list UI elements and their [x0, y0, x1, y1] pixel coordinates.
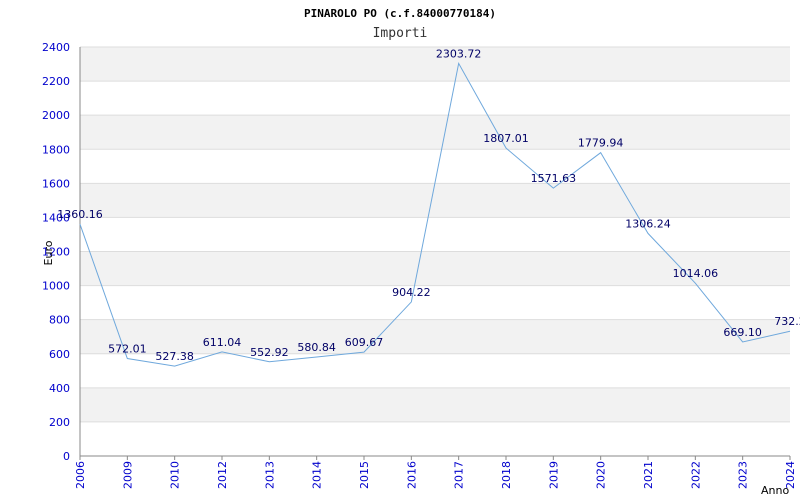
grid-band	[80, 47, 790, 82]
data-label: 1571.63	[531, 172, 577, 185]
data-label: 904.22	[392, 286, 431, 299]
grid-lines	[80, 46, 790, 457]
data-labels: 1360.16 572.01 527.38 611.04 552.92 580.84 609…	[57, 47, 800, 363]
y-tick-label: 2400	[42, 41, 70, 54]
data-label: 1014.06	[673, 267, 719, 280]
y-tick-label: 1800	[42, 143, 70, 156]
y-tick-label: 1000	[42, 280, 70, 293]
x-tick-label: 2016	[405, 461, 418, 489]
y-tick-label: 400	[49, 382, 70, 395]
x-tick-label: 2010	[169, 461, 182, 489]
grid-band	[80, 387, 790, 422]
x-tick-label: 2013	[263, 461, 276, 489]
y-axis-label: Euro	[42, 240, 55, 265]
data-label: 732.2	[774, 315, 800, 328]
y-tick-label: 600	[49, 348, 70, 361]
grid-band	[80, 115, 790, 150]
x-tick-label: 2012	[216, 461, 229, 489]
x-tick-label: 2009	[121, 461, 134, 489]
data-label: 552.92	[250, 346, 289, 359]
y-tick-label: 200	[49, 416, 70, 429]
x-tick-label: 2014	[311, 461, 324, 489]
grid-band	[80, 183, 790, 218]
x-tick-label: 2015	[358, 461, 371, 489]
y-tick-label: 1200	[42, 246, 70, 259]
plot-bands	[80, 47, 790, 422]
data-label: 572.01	[108, 343, 147, 356]
grid-band	[80, 319, 790, 354]
y-tick-label: 1600	[42, 177, 70, 190]
data-label: 1360.16	[57, 208, 103, 221]
series-line	[79, 61, 791, 367]
y-tick-labels: 0 200 400 600 800 1000 1200 1400 1600 1800 2000 220…	[42, 41, 70, 463]
y-tick-label: 800	[49, 314, 70, 327]
x-tick-label: 2019	[547, 461, 560, 489]
y-tick-label: 0	[63, 450, 70, 463]
x-tick-label: 2023	[737, 461, 750, 489]
y-tick-label: 2200	[42, 75, 70, 88]
axes	[79, 47, 790, 457]
y-tick-label: 1400	[42, 211, 70, 224]
chart-subtitle: Importi	[373, 26, 428, 41]
data-label: 611.04	[203, 336, 242, 349]
data-label: 669.10	[723, 326, 762, 339]
x-tick-labels: 2006 2009 2010 2012 2013 2014 2015 2016 2017 2018…	[74, 456, 797, 489]
x-tick-label: 2018	[500, 461, 513, 489]
chart-title: PINAROLO PO (c.f.84000770184)	[304, 7, 496, 20]
data-label: 1306.24	[625, 217, 671, 230]
x-tick-label: 2024	[784, 461, 797, 489]
grid-band	[80, 251, 790, 286]
data-label: 1779.94	[578, 137, 624, 150]
x-axis-label: Anno	[761, 484, 789, 497]
x-tick-label: 2017	[453, 461, 466, 489]
y-tick-label: 2000	[42, 109, 70, 122]
data-label: 1807.01	[483, 132, 529, 145]
x-tick-label: 2021	[642, 461, 655, 489]
data-label: 609.67	[345, 336, 384, 349]
x-tick-label: 2006	[74, 461, 87, 489]
data-label: 2303.72	[436, 47, 482, 60]
data-label: 527.38	[155, 350, 194, 363]
x-tick-label: 2020	[595, 461, 608, 489]
x-tick-label: 2022	[689, 461, 702, 489]
data-label: 580.84	[297, 341, 336, 354]
